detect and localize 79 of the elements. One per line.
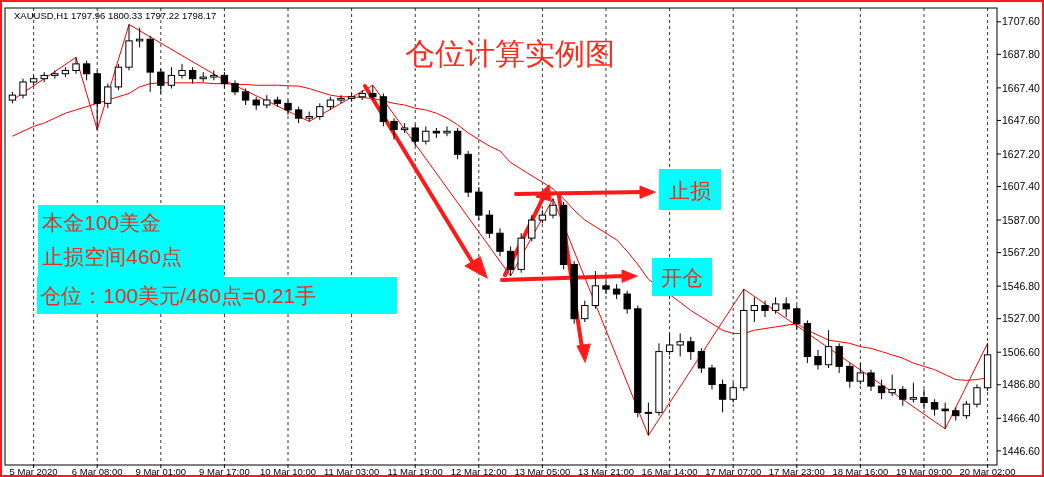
candlestick	[443, 125, 451, 137]
x-tick-label: 9 Mar 01:00	[135, 466, 187, 477]
y-tick-label: 1707.60	[1002, 15, 1041, 28]
candlestick	[390, 117, 398, 141]
candlestick	[581, 300, 589, 323]
candlestick	[750, 296, 759, 323]
x-tick-label: 10 Mar 10:00	[260, 466, 316, 477]
annotation: 仓位：100美元/460点=0.21手	[40, 284, 317, 307]
candlestick	[676, 332, 684, 357]
y-tick-label: 1466.40	[1002, 411, 1041, 424]
text: 仓位计算实例图	[405, 37, 615, 70]
y-tick-label: 1486.80	[1002, 378, 1041, 391]
x-tick-label: 13 Mar 05:00	[514, 466, 571, 477]
x-tick-label: 9 Mar 17:00	[199, 466, 250, 477]
candlestick	[82, 60, 91, 81]
candlestick	[708, 364, 716, 390]
y-tick-label: 1567.20	[1002, 246, 1041, 259]
y-tick-label: 1446.60	[1002, 444, 1041, 457]
candlestick	[453, 127, 462, 160]
candlestick	[867, 369, 875, 392]
candlestick	[899, 385, 907, 407]
x-tick-label: 18 Mar 16:00	[832, 466, 889, 477]
candlestick	[761, 300, 769, 318]
candlestick	[835, 342, 843, 374]
y-tick-label: 1647.60	[1002, 114, 1041, 127]
candlestick	[72, 56, 80, 75]
candlestick	[941, 402, 949, 430]
candlestick	[697, 347, 706, 374]
candlestick	[114, 63, 123, 91]
candlestick	[337, 94, 345, 104]
candlestick	[846, 362, 854, 389]
candlestick	[718, 379, 727, 413]
annotation: 本金100美金	[42, 211, 162, 234]
x-tick-label: 11 Mar 03:00	[323, 466, 380, 477]
y-tick-label: 1607.40	[1002, 180, 1041, 193]
y-tick-label: 1587.00	[1002, 213, 1041, 226]
candlestick	[485, 209, 494, 239]
x-tick-label: 11 Mar 19:00	[387, 466, 443, 477]
candlestick	[506, 245, 515, 277]
x-tick-label: 5 Mar 2020	[9, 466, 58, 477]
candlestick	[814, 349, 822, 371]
candlestick	[167, 66, 176, 90]
y-tick-label: 1687.80	[1002, 48, 1041, 61]
candlestick	[528, 214, 536, 242]
candlestick	[135, 27, 144, 48]
candlestick	[888, 374, 896, 397]
x-tick-label: 17 Mar 07:00	[705, 466, 762, 477]
candlestick	[644, 402, 653, 436]
annotation: 止损	[669, 179, 711, 202]
candlestick	[973, 383, 981, 408]
x-tick-label: 17 Mar 23:00	[768, 466, 825, 477]
candlestick	[19, 78, 27, 99]
candlestick	[496, 227, 504, 257]
annotation: 止损空间460点	[42, 245, 183, 268]
annotation: XAUUSD,H1 1797.96 1800.33 1797.22 1798.17	[14, 10, 217, 21]
y-tick-label: 1506.60	[1002, 345, 1041, 358]
x-tick-label: 6 Mar 08:00	[71, 466, 123, 477]
candlestick	[104, 83, 112, 109]
x-tick-label: 20 Mar 02:00	[959, 466, 1016, 477]
y-tick-label: 1546.80	[1002, 279, 1041, 292]
y-tick-label: 1667.40	[1002, 81, 1041, 94]
candlestick	[877, 379, 886, 400]
candlestick	[549, 198, 557, 219]
y-tick-label: 1527.00	[1002, 312, 1041, 325]
x-tick-label: 19 Mar 09:00	[895, 466, 952, 477]
x-tick-label: 16 Mar 14:00	[641, 466, 698, 477]
x-tick-label: 13 Mar 21:00	[578, 466, 634, 477]
candlestick	[909, 382, 918, 404]
candlestick	[687, 336, 695, 361]
candlestick	[623, 290, 631, 315]
candlestick	[422, 125, 430, 145]
candlestick	[782, 296, 790, 318]
candlestick	[824, 329, 833, 369]
candlestick	[591, 270, 600, 310]
y-tick-label: 1627.20	[1002, 147, 1041, 160]
candlestick	[962, 400, 971, 420]
annotation: 开仓	[661, 266, 703, 289]
candlestick	[178, 63, 186, 80]
x-tick-label: 12 Mar 12:00	[450, 466, 507, 477]
